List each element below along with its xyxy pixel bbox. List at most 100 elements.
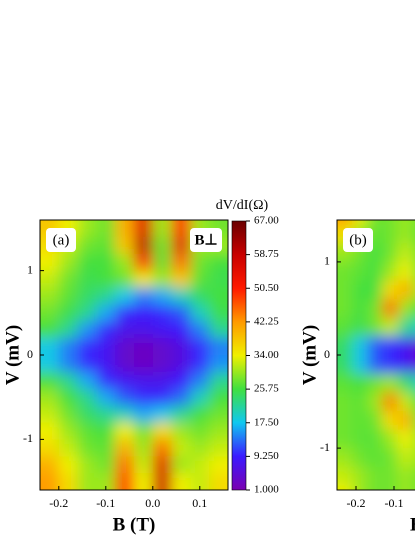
heatmap-cell: [367, 466, 384, 486]
heatmap-cell: [413, 243, 415, 263]
heatmap-cell: [382, 355, 399, 375]
heatmap-cell: [40, 405, 60, 423]
heatmap-cell: [352, 299, 368, 319]
heatmap-cell: [115, 236, 135, 255]
heatmap-cell: [352, 448, 368, 468]
heatmap-cell: [77, 220, 97, 238]
heatmap-cell: [40, 338, 60, 356]
heatmap-cell: [190, 456, 210, 474]
heatmap-cell: [190, 304, 210, 322]
heatmap-cell: [171, 304, 191, 322]
heatmap-cell: [397, 448, 414, 468]
heatmap-cell: [209, 304, 228, 322]
heatmap-cell: [115, 405, 135, 423]
heatmap-cell: [77, 371, 97, 390]
colorbar-tick-label: 1.000: [254, 484, 279, 496]
heatmap-cell: [352, 261, 368, 282]
colorbar-tick-label: 58.75: [254, 248, 279, 260]
heatmap-cell: [58, 439, 79, 457]
heatmap-cell: [152, 473, 173, 490]
heatmap-cell: [337, 336, 353, 356]
heatmap-cell: [171, 405, 191, 423]
heatmap-cell: [40, 388, 60, 407]
heatmap-cell: [413, 280, 415, 300]
heatmap-cell: [382, 448, 399, 468]
heatmap-cell: [397, 410, 414, 430]
heatmap-cell: [96, 388, 116, 407]
heatmap-cell: [40, 304, 60, 322]
heatmap-cell: [134, 253, 154, 272]
heatmap-cell: [96, 270, 116, 288]
heatmap-cell: [77, 338, 97, 356]
heatmap-cell: [152, 338, 173, 356]
heatmap-cell: [190, 321, 210, 339]
heatmap-cell: [115, 304, 135, 322]
heatmap-cell: [152, 439, 173, 457]
heatmap-cell: [96, 304, 116, 322]
heatmap-cell: [397, 373, 414, 393]
heatmap-cell: [134, 439, 154, 457]
heatmap-cell: [209, 473, 228, 490]
heatmap-cell: [413, 220, 415, 226]
heatmap-cell: [115, 388, 135, 407]
heatmap-cell: [77, 405, 97, 423]
heatmap-cell: [96, 456, 116, 474]
heatmap-cell: [152, 456, 173, 474]
colorbar-tick-label: 67.00: [254, 215, 279, 227]
heatmap-cell: [171, 371, 191, 390]
heatmap-cell: [152, 371, 173, 390]
heatmap-cell: [367, 448, 384, 468]
heatmap-cell: [337, 220, 353, 226]
heatmap-cell: [397, 317, 414, 337]
heatmap-cell: [367, 429, 384, 449]
heatmap-cell: [40, 253, 60, 272]
y-axis-label: V (mV): [299, 325, 320, 385]
heatmap-cell: [413, 466, 415, 486]
heatmap-cell: [152, 405, 173, 423]
heatmap-cell: [397, 243, 414, 263]
heatmap-cell: [209, 388, 228, 407]
heatmap-cell: [382, 410, 399, 430]
heatmap-cell: [134, 304, 154, 322]
heatmap-cell: [397, 224, 414, 244]
y-tick-label: 1: [324, 254, 330, 268]
heatmap-cell: [96, 236, 116, 255]
colorbar-tick-label: 34.00: [254, 349, 279, 361]
heatmap-cell: [77, 473, 97, 490]
annotation: B⊥: [194, 232, 217, 248]
plot-area: [337, 220, 415, 490]
heatmap-cell: [382, 220, 399, 226]
heatmap-cell: [115, 220, 135, 238]
heatmap-cell: [171, 456, 191, 474]
heatmap-cell: [337, 373, 353, 393]
panel-label-box: [46, 228, 76, 252]
heatmap-cell: [152, 220, 173, 238]
x-tick-label: 0.0: [145, 496, 160, 510]
heatmap-cell: [397, 392, 414, 412]
heatmap-cell: [397, 280, 414, 300]
heatmap-cell: [352, 317, 368, 337]
heatmap-cell: [337, 410, 353, 430]
heatmap-cell: [96, 473, 116, 490]
colorbar-tick-label: 9.250: [254, 450, 279, 462]
heatmap-cell: [337, 429, 353, 449]
heatmap-cell: [115, 439, 135, 457]
x-tick-label: -0.2: [49, 496, 68, 510]
x-axis-label: B (T): [113, 514, 156, 535]
heatmap-cell: [352, 373, 368, 393]
heatmap-cell: [152, 304, 173, 322]
heatmap-cell: [337, 355, 353, 375]
heatmap-cell: [40, 473, 60, 490]
heatmap-cell: [382, 317, 399, 337]
heatmap-cell: [413, 485, 415, 490]
heatmap-cell: [382, 485, 399, 490]
heatmap-cell: [134, 338, 154, 356]
heatmap-cell: [397, 355, 414, 375]
heatmap-cell: [77, 236, 97, 255]
heatmap-cell: [190, 473, 210, 490]
heatmap-cell: [397, 220, 414, 226]
heatmap-cell: [382, 224, 399, 244]
heatmap-cell: [382, 373, 399, 393]
heatmap-cell: [413, 299, 415, 319]
